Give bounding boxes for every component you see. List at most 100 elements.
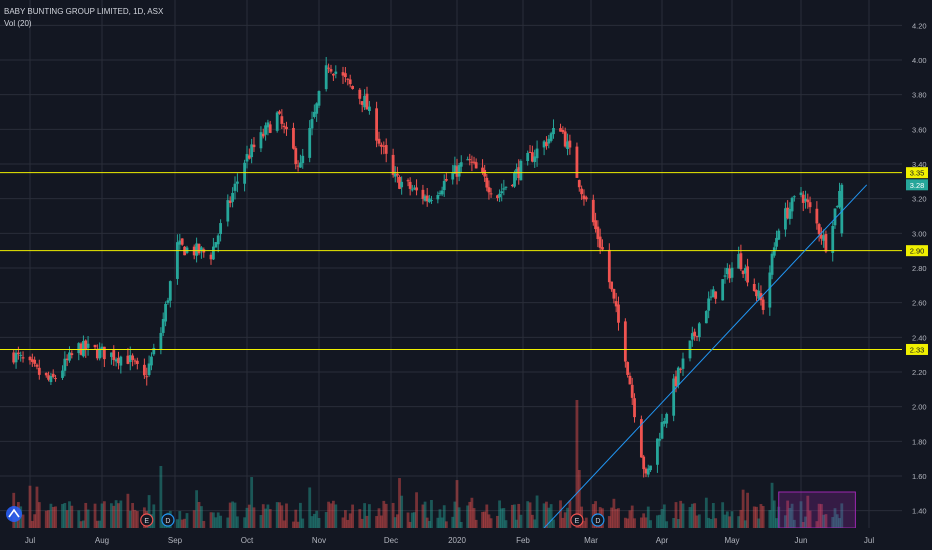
- candle-body: [630, 384, 634, 398]
- candle-body: [252, 144, 256, 148]
- volume-bar: [561, 517, 565, 528]
- volume-bar: [415, 492, 418, 528]
- volume-bar: [375, 516, 378, 528]
- trendline[interactable]: [543, 184, 868, 529]
- volume-highlight-box: [778, 491, 856, 529]
- candle-body: [549, 133, 553, 141]
- volume-bar: [838, 518, 841, 528]
- candle-body: [197, 243, 201, 254]
- volume-bar: [547, 507, 551, 528]
- volume-bar: [110, 503, 113, 528]
- volume-bar: [817, 503, 821, 528]
- candle-body: [37, 367, 41, 375]
- candle-body: [481, 167, 484, 173]
- candle-body: [601, 247, 604, 250]
- volume-bar: [200, 506, 203, 528]
- volume-bar: [489, 518, 493, 528]
- candle-body: [660, 422, 664, 439]
- candle-body: [693, 331, 697, 337]
- candle-body: [384, 145, 388, 154]
- candle-body: [360, 101, 364, 105]
- candle-body: [515, 168, 519, 174]
- volume-bar: [77, 510, 81, 528]
- volume-bar: [282, 520, 286, 528]
- candle-body: [453, 165, 457, 174]
- candle-body: [633, 398, 636, 418]
- volume-indicator-label[interactable]: Vol (20): [4, 19, 32, 28]
- candle-body: [14, 352, 18, 363]
- candle-body: [757, 290, 761, 299]
- candle-body: [259, 132, 263, 149]
- candle-body: [292, 127, 295, 149]
- candle-body: [54, 378, 57, 380]
- volume-bar: [457, 507, 461, 528]
- candle-body: [444, 179, 448, 181]
- candle-body: [697, 323, 701, 338]
- volume-bar: [100, 503, 104, 528]
- event-marker-circle: [161, 513, 175, 527]
- volume-bar: [408, 521, 412, 528]
- candle-body: [792, 196, 796, 198]
- volume-bar: [334, 504, 338, 528]
- event-marker-e[interactable]: E: [140, 513, 154, 527]
- volume-bar: [498, 500, 501, 528]
- price-tick-label: 3.80: [912, 91, 927, 100]
- candle-body: [47, 375, 50, 380]
- price-tick-label: 3.20: [912, 195, 927, 204]
- volume-bar: [301, 518, 305, 528]
- candle-body: [487, 187, 491, 193]
- volume-bar: [672, 517, 676, 528]
- candle-body: [393, 173, 397, 177]
- volume-bar: [183, 518, 186, 528]
- volume-bar: [617, 508, 620, 528]
- time-tick-label: Dec: [384, 536, 398, 545]
- price-axis[interactable]: 1.40 1.60 1.80 2.00 2.20 2.40 2.60 2.80 3.00 3.20…: [902, 0, 932, 550]
- symbol-title[interactable]: BABY BUNTING GROUP LIMITED, 1D, ASX: [4, 7, 164, 16]
- volume-bar: [559, 500, 562, 528]
- candle-body: [278, 111, 281, 114]
- volume-bar: [296, 521, 300, 528]
- volume-bar: [231, 501, 234, 528]
- candle-body: [145, 376, 149, 378]
- candle-body: [468, 159, 472, 161]
- highlight-boxes: [778, 491, 856, 529]
- volume-bar: [517, 503, 521, 528]
- volume-bar: [500, 508, 504, 528]
- price-tick-label: 4.00: [912, 56, 927, 65]
- candle-body: [770, 253, 774, 275]
- volume-bar: [466, 505, 470, 528]
- volume-bar: [660, 509, 664, 528]
- event-marker-d[interactable]: D: [591, 513, 605, 527]
- volume-bar: [44, 510, 48, 528]
- volume-bar: [504, 520, 508, 528]
- candle-body: [739, 253, 743, 270]
- time-axis[interactable]: Jul Aug Sep Oct Nov Dec 2020 Feb Mar Apr May Jun Jul: [0, 528, 932, 550]
- candle-body: [582, 195, 586, 200]
- volume-bar: [804, 516, 807, 528]
- event-marker-e[interactable]: E: [570, 513, 584, 527]
- volume-bar: [542, 503, 546, 528]
- candle-body: [100, 346, 104, 350]
- price-tick-label: 4.20: [912, 21, 927, 30]
- volume-bar: [436, 517, 440, 528]
- candle-body: [644, 468, 648, 474]
- candle-body: [161, 319, 165, 333]
- event-marker-d[interactable]: D: [161, 513, 175, 527]
- candle-body: [152, 347, 156, 355]
- event-marker-circle: [591, 513, 605, 527]
- time-tick-label: Jul: [25, 536, 35, 545]
- candle-body: [268, 124, 272, 133]
- candle-body: [746, 266, 749, 283]
- price-tick-label: 3.00: [912, 229, 927, 238]
- candle-body: [398, 176, 401, 189]
- volume-bar: [119, 500, 123, 528]
- tradingview-logo-icon[interactable]: [6, 506, 22, 522]
- volume-bar: [33, 514, 37, 528]
- volume-bar: [294, 509, 298, 528]
- candle-body: [755, 290, 758, 297]
- price-label-badge: [906, 167, 928, 179]
- candle-body: [808, 202, 812, 208]
- candle-body: [833, 208, 837, 226]
